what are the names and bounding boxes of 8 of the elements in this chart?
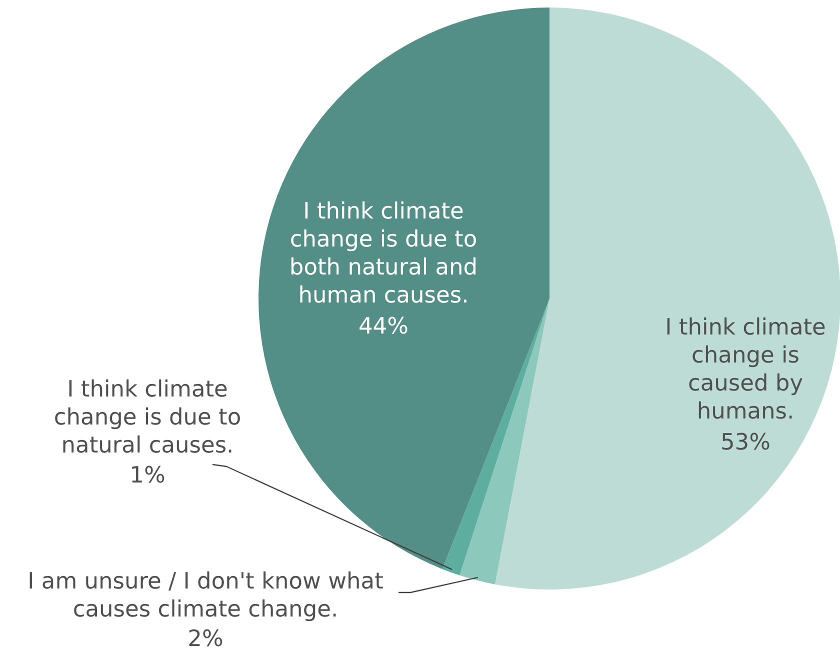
slice-label: I am unsure / I don't know what causes climate change. <box>28 568 384 622</box>
slice-label: I think climate change is caused by humans. <box>665 314 826 424</box>
data-label: 44% <box>358 313 409 340</box>
slice-label: I think climate change is due to both natural and human causes. <box>289 198 478 308</box>
data-label: 1% <box>130 462 166 489</box>
data-label: 2% <box>188 626 224 652</box>
slice-label: I think climate change is due to natural causes. <box>54 376 242 458</box>
data-label: 53% <box>720 429 771 456</box>
